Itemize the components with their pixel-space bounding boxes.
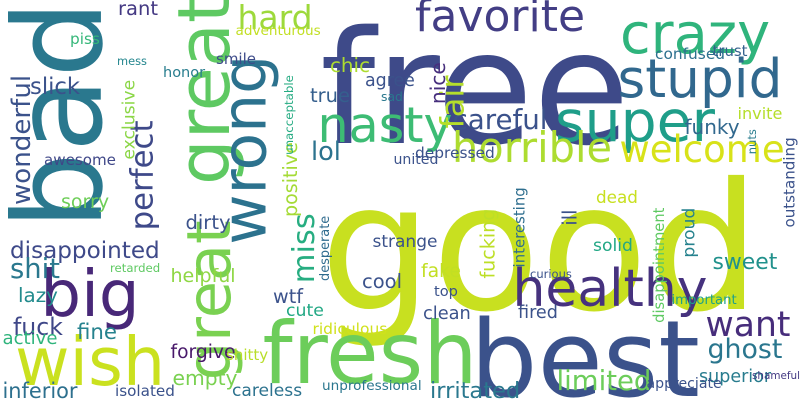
word-funky: funky	[684, 115, 740, 139]
word-inferior: inferior	[2, 378, 78, 400]
word-stupid: stupid	[617, 48, 783, 111]
word-ridiculous: ridiculous	[312, 320, 388, 339]
word-trust: trust	[712, 41, 748, 60]
word-empty: empty	[172, 365, 238, 390]
word-wtf: wtf	[273, 285, 303, 309]
word-big: big	[40, 257, 140, 332]
word-best: best	[470, 297, 700, 400]
word-superior: superior	[699, 367, 772, 388]
word-exclusive: exclusive	[119, 80, 140, 160]
word-wish: wish	[15, 322, 166, 400]
word-united: united	[393, 151, 439, 168]
word-helpful: helpful	[170, 264, 236, 287]
word-fired: fired	[518, 303, 558, 324]
word-slick: slick	[30, 73, 81, 100]
word-rant: rant	[118, 0, 158, 21]
word-mess: mess	[117, 54, 147, 69]
word-dead: dead	[596, 186, 638, 207]
word-shameful: shameful	[752, 369, 800, 382]
word-sad: sad	[381, 88, 403, 104]
word-want: want	[705, 304, 791, 345]
word-outstanding: outstanding	[780, 136, 799, 228]
word-desperate: desperate	[317, 215, 333, 281]
word-crazy: crazy	[620, 2, 771, 68]
word-agree: agree	[365, 71, 415, 92]
word-interesting: interesting	[510, 186, 529, 268]
word-invite: invite	[737, 103, 783, 123]
word-nasty: nasty	[317, 95, 453, 154]
word-irritated: irritated	[430, 377, 521, 400]
word-adventurous: adventurous	[235, 23, 321, 40]
word-strange: strange	[372, 231, 438, 252]
word-favorite: favorite	[415, 0, 586, 42]
word-fuck: fuck	[13, 313, 63, 342]
word-good: good	[320, 144, 761, 351]
word-depressed: depressed	[415, 144, 495, 163]
word-shitty: shitty	[226, 345, 269, 364]
word-forgive: forgive	[170, 341, 236, 363]
word-smile: smile	[216, 49, 256, 68]
word-unacceptable: unacceptable	[282, 75, 297, 155]
word-free: free	[320, 0, 630, 182]
word-appreciate: appreciate	[646, 376, 722, 392]
word-lazy: lazy	[18, 284, 58, 307]
word-ill: ill	[558, 209, 582, 226]
word-lol: lol	[311, 137, 341, 168]
word-retarded: retarded	[110, 261, 161, 276]
word-fucking: fucking	[476, 209, 500, 279]
word-clean: clean	[423, 303, 471, 325]
word-horrible: horrible	[452, 123, 613, 173]
word-true: true	[310, 84, 351, 108]
word-nuts: nuts	[744, 129, 759, 155]
word-ghost: ghost	[707, 333, 783, 365]
word-limited: limited	[556, 365, 652, 398]
word-fresh: fresh	[262, 305, 478, 400]
word-super: super	[555, 88, 715, 155]
word-curious: curious	[530, 267, 572, 282]
word-disappointed: disappointed	[10, 238, 160, 265]
word-piss: piss	[70, 30, 100, 49]
word-active: active	[2, 328, 58, 349]
word-dirty: dirty	[185, 211, 231, 235]
word-isolated: isolated	[115, 382, 175, 400]
word-fine: fine	[77, 320, 118, 346]
word-chic: chic	[330, 54, 371, 78]
word-welcome: welcome	[619, 127, 785, 171]
word-shit: shit	[10, 254, 60, 286]
word-careful: careful	[452, 103, 548, 137]
word-cute: cute	[286, 301, 324, 322]
word-disappointment: disappointment	[650, 207, 668, 323]
word-solid: solid	[593, 236, 633, 257]
word-proud: proud	[679, 208, 700, 258]
word-careless: careless	[232, 380, 303, 400]
word-hard: hard	[237, 0, 313, 37]
word-sweet: sweet	[712, 250, 778, 275]
word-honor: honor	[163, 64, 206, 81]
word-confused: confused	[655, 45, 726, 64]
word-important: important	[671, 293, 737, 309]
word-fake: fake	[421, 260, 461, 282]
word-miss: miss	[286, 212, 322, 283]
word-awesome: awesome	[44, 151, 116, 170]
word-healthy: healthy	[512, 259, 708, 320]
word-nice: nice	[425, 62, 450, 104]
word-cool: cool	[362, 270, 402, 294]
word-sorry: sorry	[61, 190, 110, 213]
word-unprofessional: unprofessional	[322, 378, 422, 395]
word-top: top	[434, 282, 458, 300]
